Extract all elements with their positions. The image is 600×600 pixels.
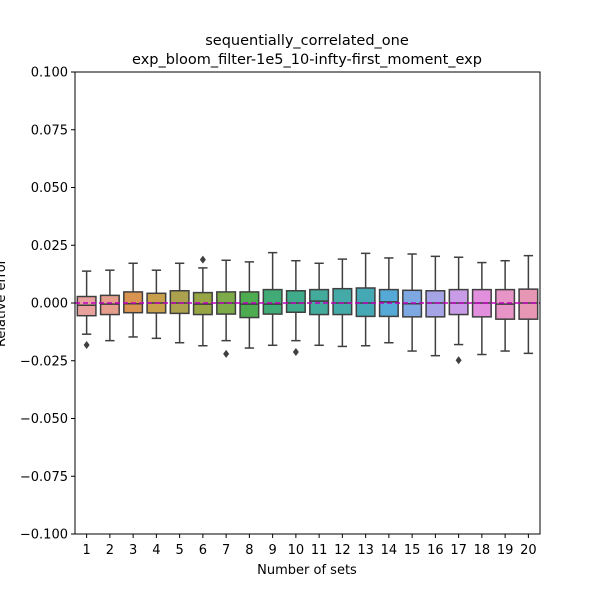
- y-tick-label: 0.000: [31, 297, 68, 312]
- x-tick-label: 9: [268, 543, 276, 558]
- box-group-13: [355, 252, 376, 347]
- y-axis-label: Relative error: [0, 258, 9, 347]
- x-axis-label: Number of sets: [257, 563, 357, 578]
- y-tick-label: −0.050: [20, 412, 68, 427]
- y-tick-label: −0.100: [20, 528, 68, 543]
- box-group-19: [495, 259, 516, 352]
- x-tick-label: 3: [129, 543, 137, 558]
- x-tick-label: 2: [106, 543, 114, 558]
- x-tick-label: 20: [520, 543, 537, 558]
- plot-area: [75, 251, 540, 365]
- x-tick-label: 17: [450, 543, 467, 558]
- y-tick-label: 0.025: [31, 239, 68, 254]
- x-tick-label: 19: [497, 543, 514, 558]
- x-tick-label: 12: [334, 543, 351, 558]
- box: [518, 288, 539, 320]
- box-group-3: [123, 262, 144, 338]
- box-group-18: [471, 261, 492, 356]
- x-tick-label: 18: [474, 543, 491, 558]
- box-group-12: [332, 258, 353, 348]
- box-group-6: [192, 255, 213, 347]
- x-tick-label: 7: [222, 543, 230, 558]
- box-group-11: [309, 262, 330, 347]
- x-tick-label: 11: [311, 543, 328, 558]
- x-tick-label: 6: [199, 543, 207, 558]
- y-tick-label: 0.050: [31, 181, 68, 196]
- box-group-10: [285, 259, 306, 356]
- x-tick-label: 10: [288, 543, 305, 558]
- box-group-1: [76, 270, 97, 350]
- outlier-marker: [455, 356, 462, 365]
- box-group-17: [448, 256, 469, 365]
- box-group-14: [378, 257, 399, 344]
- box: [169, 290, 190, 315]
- box-group-7: [216, 259, 237, 358]
- chart-title-line-2: exp_bloom_filter-1e5_10-infty-first_mome…: [132, 52, 482, 68]
- outlier-marker: [199, 255, 206, 264]
- y-tick-label: −0.025: [20, 354, 68, 369]
- box: [99, 294, 120, 316]
- box: [425, 290, 446, 318]
- box: [76, 295, 97, 317]
- x-tick-label: 5: [175, 543, 183, 558]
- x-tick-label: 15: [404, 543, 421, 558]
- outlier-marker: [83, 341, 90, 350]
- box: [355, 287, 376, 318]
- outlier-marker: [292, 347, 299, 356]
- outlier-marker: [223, 349, 230, 358]
- box: [332, 287, 353, 316]
- box-group-20: [518, 254, 539, 355]
- x-tick-label: 1: [82, 543, 90, 558]
- x-tick-label: 8: [245, 543, 253, 558]
- x-tick-label: 4: [152, 543, 160, 558]
- y-tick-label: −0.075: [20, 470, 68, 485]
- y-tick-label: 0.100: [31, 66, 68, 81]
- box: [262, 288, 283, 315]
- x-tick-label: 14: [381, 543, 398, 558]
- box: [285, 290, 306, 313]
- box: [309, 288, 330, 316]
- box-group-16: [425, 255, 446, 357]
- box-group-9: [262, 251, 283, 347]
- x-tick-label: 13: [357, 543, 374, 558]
- box-group-4: [146, 269, 167, 340]
- x-tick-label: 16: [427, 543, 444, 558]
- x-axis: 1 2 3 4 5 6 7 8 9 10 11 12 13 14 15 16 17 18 19 20: [82, 534, 537, 558]
- y-tick-label: 0.075: [31, 123, 68, 138]
- chart-title-line-1: sequentially_correlated_one: [205, 33, 409, 49]
- y-axis: −0.100 −0.075 −0.050 −0.025 0.000 0.025 0.050 0…: [20, 66, 75, 543]
- box-group-2: [99, 269, 120, 342]
- box: [448, 288, 469, 316]
- box-group-8: [239, 261, 260, 349]
